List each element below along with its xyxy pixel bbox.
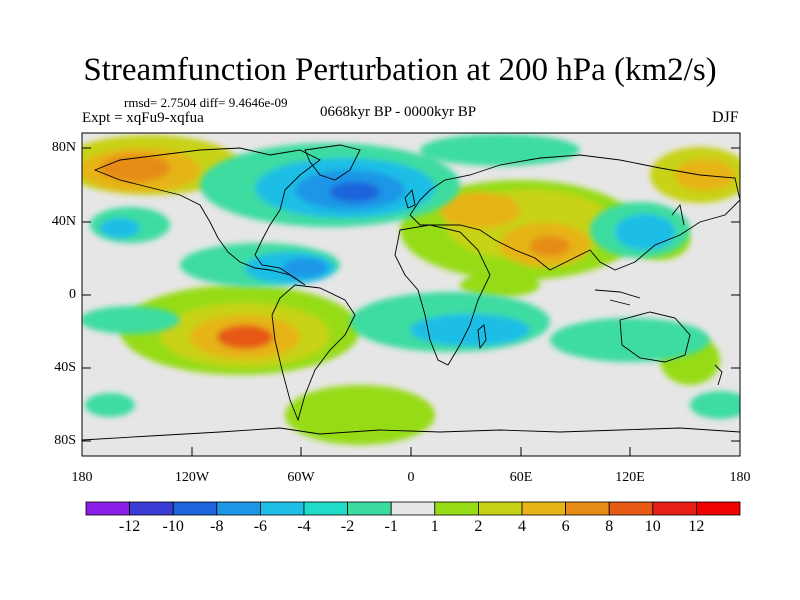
colorbar (85, 501, 741, 516)
anomaly-positive (460, 273, 540, 297)
period-label: 0668kyr BP - 0000kyr BP (320, 104, 477, 120)
y-label-80n: 80N (51, 140, 76, 155)
anomaly-positive (285, 385, 435, 445)
colorbar-swatch (216, 501, 261, 516)
coastline-south-america (271, 284, 356, 422)
colorbar-label: 2 (474, 518, 483, 535)
coastline-antarctica (82, 427, 740, 441)
anomaly-negative (330, 182, 380, 202)
coastline-indonesia (594, 289, 641, 306)
colorbar-swatch (565, 501, 610, 516)
y-label-0: 0 (69, 287, 76, 302)
anomaly-negative (410, 314, 530, 346)
anomaly-negative (283, 258, 327, 278)
coastlines (82, 144, 740, 441)
anomaly-negative (82, 306, 180, 334)
rmsd-stats: rmsd= 2.7504 diff= 9.4646e-09 (124, 95, 288, 110)
coastline-north-america (93, 147, 321, 286)
coastline-new-zealand (714, 364, 723, 386)
colorbar-swatch (521, 501, 566, 516)
coastline-uk (404, 189, 416, 209)
colorbar-swatch (303, 501, 348, 516)
anomaly-negative (615, 214, 675, 250)
y-label-80s: 80S (54, 433, 76, 448)
anomaly-negative (420, 134, 580, 166)
colorbar-label: 6 (561, 518, 570, 535)
coastline-japan (671, 203, 685, 226)
x-label-120w: 120W (174, 470, 210, 485)
colorbar-swatch (390, 501, 436, 516)
colorbar-swatch (652, 501, 697, 516)
anomaly-positive (440, 192, 520, 228)
colorbar-label: -10 (162, 518, 184, 535)
colorbar-swatch (477, 501, 523, 516)
colorbar-label: 10 (644, 518, 661, 535)
y-label-40n: 40N (51, 214, 76, 229)
coastline-africa (394, 224, 491, 366)
colorbar-swatch (259, 501, 305, 516)
x-label-60w: 60W (287, 470, 315, 485)
colorbar-label: -12 (118, 518, 141, 535)
colorbar-swatch (172, 501, 218, 516)
anomaly-negative (550, 318, 710, 362)
coastline-greenland (304, 144, 361, 181)
colorbar-swatch (129, 501, 174, 516)
x-label-180w: 180 (71, 470, 93, 485)
coastline-eurasia (409, 154, 740, 271)
colorbar-swatch (608, 501, 654, 516)
colorbar-label: 12 (688, 518, 705, 535)
anomaly-positive (530, 236, 570, 256)
anomaly-negative (690, 391, 740, 419)
x-label-120e: 120E (615, 470, 645, 485)
x-label-0: 0 (407, 470, 415, 485)
colorbar-label: 1 (430, 518, 439, 535)
plot-title: Streamfunction Perturbation at 200 hPa (… (83, 52, 717, 88)
season-label: DJF (712, 109, 739, 126)
colorbar-label: 4 (518, 518, 526, 535)
experiment-label: Expt = xqFu9-xqfua (82, 110, 204, 126)
x-label-60e: 60E (509, 470, 533, 485)
anomaly-positive (217, 325, 273, 349)
coastline-madagascar (477, 324, 487, 350)
anomaly-negative (100, 218, 140, 238)
y-label-40s: 40S (54, 360, 76, 375)
colorbar-label: 8 (605, 518, 614, 535)
colorbar-label: -4 (297, 518, 311, 535)
anomaly-negative (85, 393, 135, 417)
coastline-australia (619, 311, 691, 363)
x-label-180e: 180 (729, 470, 751, 485)
colorbar-swatch (347, 501, 392, 516)
x-axis-ticks (81, 447, 741, 456)
colorbar-label: -2 (340, 518, 355, 535)
colorbar-label: -1 (384, 518, 398, 535)
colorbar-swatch (85, 501, 130, 516)
colorbar-swatch (434, 501, 479, 516)
colorbar-label: -6 (253, 518, 268, 535)
colorbar-swatch (696, 501, 741, 516)
y-axis-ticks (82, 147, 740, 442)
colorbar-label: -8 (210, 518, 224, 535)
streamfunction-field (82, 133, 740, 456)
